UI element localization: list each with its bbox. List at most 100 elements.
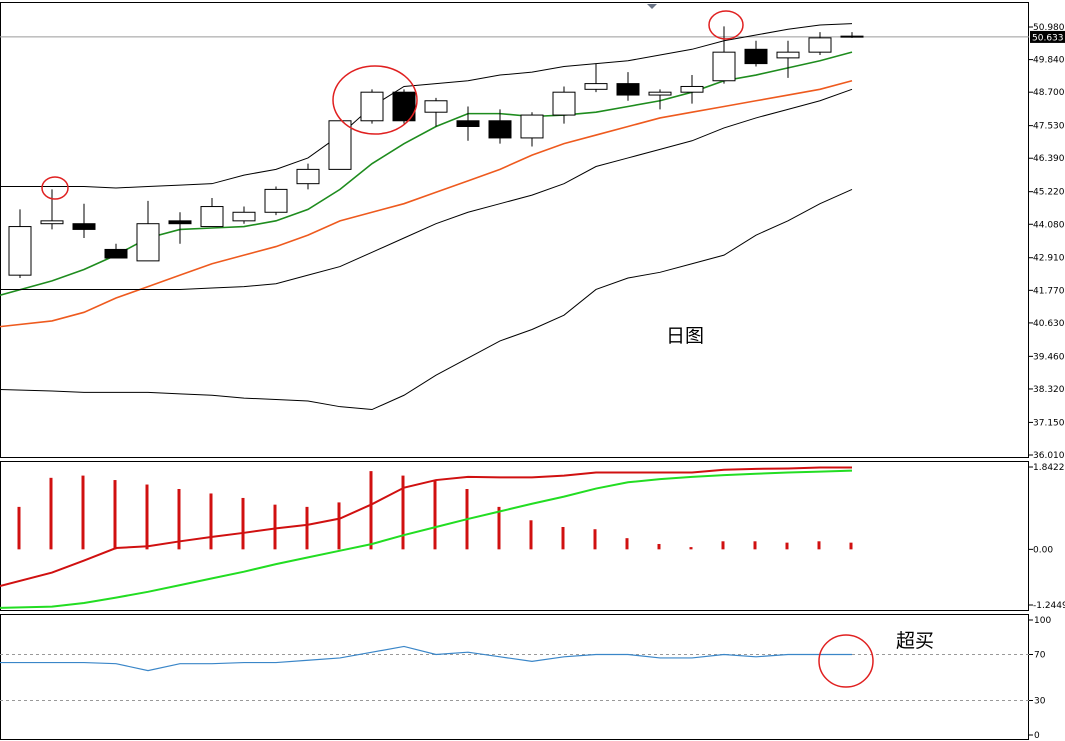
histogram-bar <box>785 542 789 550</box>
candle <box>616 72 640 101</box>
candle <box>808 32 832 56</box>
histogram-bar <box>241 497 245 550</box>
candle <box>552 86 576 124</box>
y-tick-label: 44.080 <box>1033 220 1065 230</box>
candle <box>392 89 416 124</box>
y-tick-label: 0 <box>1034 731 1040 741</box>
histogram-bar <box>113 480 117 550</box>
candle-body <box>744 48 768 65</box>
candle <box>744 40 768 67</box>
macd-panel-frame <box>0 461 1029 611</box>
y-tick-label: 48.700 <box>1033 88 1065 98</box>
candle <box>520 112 544 147</box>
histogram-bar <box>177 489 181 550</box>
histogram-bar <box>753 541 757 550</box>
histogram-bar <box>625 538 629 550</box>
histogram-bar <box>401 475 405 550</box>
candle <box>776 40 800 78</box>
candle <box>328 120 352 170</box>
candle-body <box>232 211 256 222</box>
ma-short-line <box>0 51 853 296</box>
histogram-bar <box>561 526 565 550</box>
candle-body <box>392 91 416 122</box>
y-tick-label: 100 <box>1034 616 1051 626</box>
y-tick-label: 39.460 <box>1033 352 1065 362</box>
oscillator-panel-frame <box>0 614 1029 740</box>
candle <box>264 186 288 216</box>
candle <box>200 197 224 228</box>
y-tick-label: 40.630 <box>1033 319 1065 329</box>
y-tick-label: 42.910 <box>1033 254 1065 264</box>
histogram-bar <box>433 480 437 550</box>
candle-body <box>264 188 288 213</box>
histogram-bar <box>689 547 693 550</box>
histogram-bar <box>849 542 853 550</box>
price-panel-frame <box>0 2 1029 458</box>
y-tick-label: 37.150 <box>1033 418 1065 428</box>
candle-body <box>168 220 192 225</box>
histogram-bar <box>145 484 149 550</box>
highlight-circle <box>818 634 874 688</box>
price-panel: 50.980 49.840 48.700 47.530 46.390 45.220 44.0… <box>0 23 1065 461</box>
candle <box>8 209 32 279</box>
candle <box>584 63 608 93</box>
candle-body <box>136 223 160 262</box>
upper-band-line <box>0 23 853 189</box>
y-tick-label: 30 <box>1034 697 1046 707</box>
y-tick-label: 49.840 <box>1033 56 1065 66</box>
histogram-bar <box>657 543 661 550</box>
shift-marker-icon[interactable] <box>647 4 657 9</box>
y-tick-label: 70 <box>1034 651 1046 661</box>
candle <box>648 89 672 110</box>
candle <box>680 75 704 104</box>
histogram-bar <box>273 504 277 550</box>
macd-signal-line <box>0 466 852 587</box>
candle <box>840 32 864 38</box>
candle-body <box>296 168 320 185</box>
candle-body <box>40 220 64 225</box>
histogram-bar <box>721 541 725 550</box>
histogram-bar <box>81 475 85 550</box>
oscillator-line <box>0 645 852 672</box>
candle-body <box>72 223 96 230</box>
y-tick-label: -1.24495 <box>1033 601 1065 611</box>
y-tick-label: 45.220 <box>1033 188 1065 198</box>
candle <box>360 89 384 124</box>
histogram-bar <box>817 541 821 550</box>
histogram-bar <box>209 493 213 550</box>
macd-panel: 1.84221 0.00 -1.24495 <box>0 463 1065 611</box>
y-tick-label: 36.010 <box>1033 451 1065 461</box>
ma-long-line <box>0 79 853 328</box>
histogram-bar <box>497 506 501 550</box>
current-price-box <box>1030 30 1065 43</box>
y-tick-label: 38.320 <box>1033 385 1065 395</box>
candle-body <box>488 120 512 139</box>
candle-body <box>200 206 224 228</box>
y-tick-label: 47.530 <box>1033 122 1065 132</box>
histogram-bar <box>529 520 533 550</box>
candle-body <box>8 226 32 276</box>
highlight-circle <box>708 10 744 40</box>
candle <box>72 203 96 238</box>
candle-body <box>776 51 800 59</box>
y-tick-label: 50.980 <box>1033 23 1065 33</box>
candle-body <box>104 248 128 259</box>
candle-body <box>520 114 544 139</box>
highlight-circle <box>41 176 69 200</box>
histogram-bar <box>337 502 341 550</box>
candle <box>232 206 256 224</box>
histogram-bar <box>305 506 309 550</box>
candle-body <box>680 85 704 93</box>
y-tick-label: 46.390 <box>1033 154 1065 164</box>
candle-body <box>616 83 640 96</box>
candle <box>136 200 160 262</box>
macd-main-line <box>0 469 853 609</box>
candle-body <box>552 91 576 116</box>
candle-body <box>328 120 352 170</box>
candle-body <box>456 120 480 127</box>
highlight-circle <box>332 65 418 135</box>
candle-body <box>360 91 384 122</box>
candle-body <box>712 51 736 82</box>
histogram-bar <box>369 471 373 550</box>
